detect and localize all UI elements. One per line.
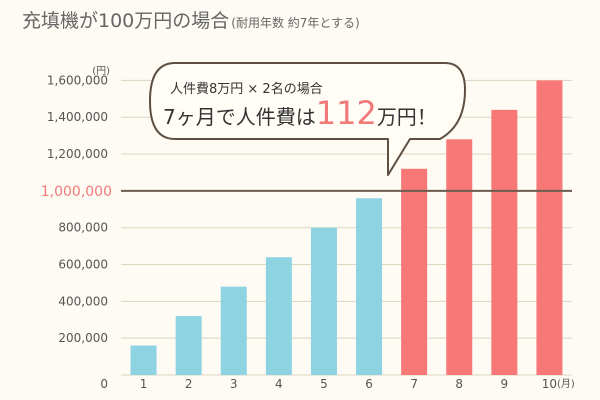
x-tick-label-5: 5	[320, 377, 328, 391]
bar-month-1	[130, 345, 157, 375]
callout-line-2-after: 万円！	[377, 105, 437, 129]
bar-month-4	[265, 257, 292, 375]
bar-month-7	[401, 168, 428, 375]
x-tick-label-3: 3	[230, 377, 238, 391]
x-tick-label-9: 9	[501, 377, 509, 391]
x-axis-unit: (月)	[557, 378, 575, 390]
y-axis-labels: 200,000 400,000 600,000 800,000 1,200,000 1,4…	[47, 73, 108, 345]
bar-month-8	[446, 139, 473, 375]
bar-month-3	[220, 286, 247, 375]
y-tick-label-0: 200,000	[58, 331, 108, 345]
y-tick-label-4: 1,200,000	[47, 147, 108, 161]
chart-subtitle: (耐用年数 約7年とする)	[231, 16, 360, 30]
y-tick-label-3: 800,000	[58, 221, 108, 235]
bar-month-10	[536, 80, 563, 375]
speech-bubble-shape	[149, 62, 466, 176]
x-tick-label-7: 7	[410, 377, 418, 391]
callout-highlight-number: 112	[316, 94, 377, 132]
threshold-label: 1,000,000	[41, 184, 112, 200]
callout-line-2-before: 7ヶ月で人件費は	[163, 105, 316, 129]
speech-bubble-callout: 人件費8万円 × 2名の場合 7ヶ月で人件費は112万円！	[149, 62, 466, 176]
x-tick-label-1: 1	[140, 377, 148, 391]
x-tick-label-8: 8	[455, 377, 463, 391]
callout-line-2: 7ヶ月で人件費は112万円！	[163, 94, 437, 132]
x-tick-label-6: 6	[365, 377, 373, 391]
axis-origin-label: 0	[100, 377, 108, 391]
y-tick-label-6: 1,600,000	[47, 73, 108, 87]
x-tick-label-10: 10	[542, 377, 557, 391]
y-tick-label-1: 400,000	[58, 294, 108, 308]
chart-title: 充填機が100万円の場合 (耐用年数 約7年とする)	[22, 6, 360, 33]
bar-month-6	[356, 198, 383, 375]
bar-month-5	[310, 227, 337, 375]
callout-line-1: 人件費8万円 × 2名の場合	[170, 81, 323, 97]
y-tick-label-5: 1,400,000	[47, 110, 108, 124]
bar-month-2	[175, 316, 202, 375]
x-tick-label-4: 4	[275, 377, 283, 391]
x-tick-label-2: 2	[185, 377, 193, 391]
bars	[130, 80, 563, 375]
y-axis-unit: (円)	[92, 66, 110, 77]
x-axis-labels: 1 2 3 4 5 6 7 8 9 10	[140, 377, 557, 391]
chart-title-main: 充填機が100万円の場合	[22, 10, 230, 32]
y-tick-label-2: 600,000	[58, 258, 108, 272]
bar-month-9	[491, 109, 518, 375]
